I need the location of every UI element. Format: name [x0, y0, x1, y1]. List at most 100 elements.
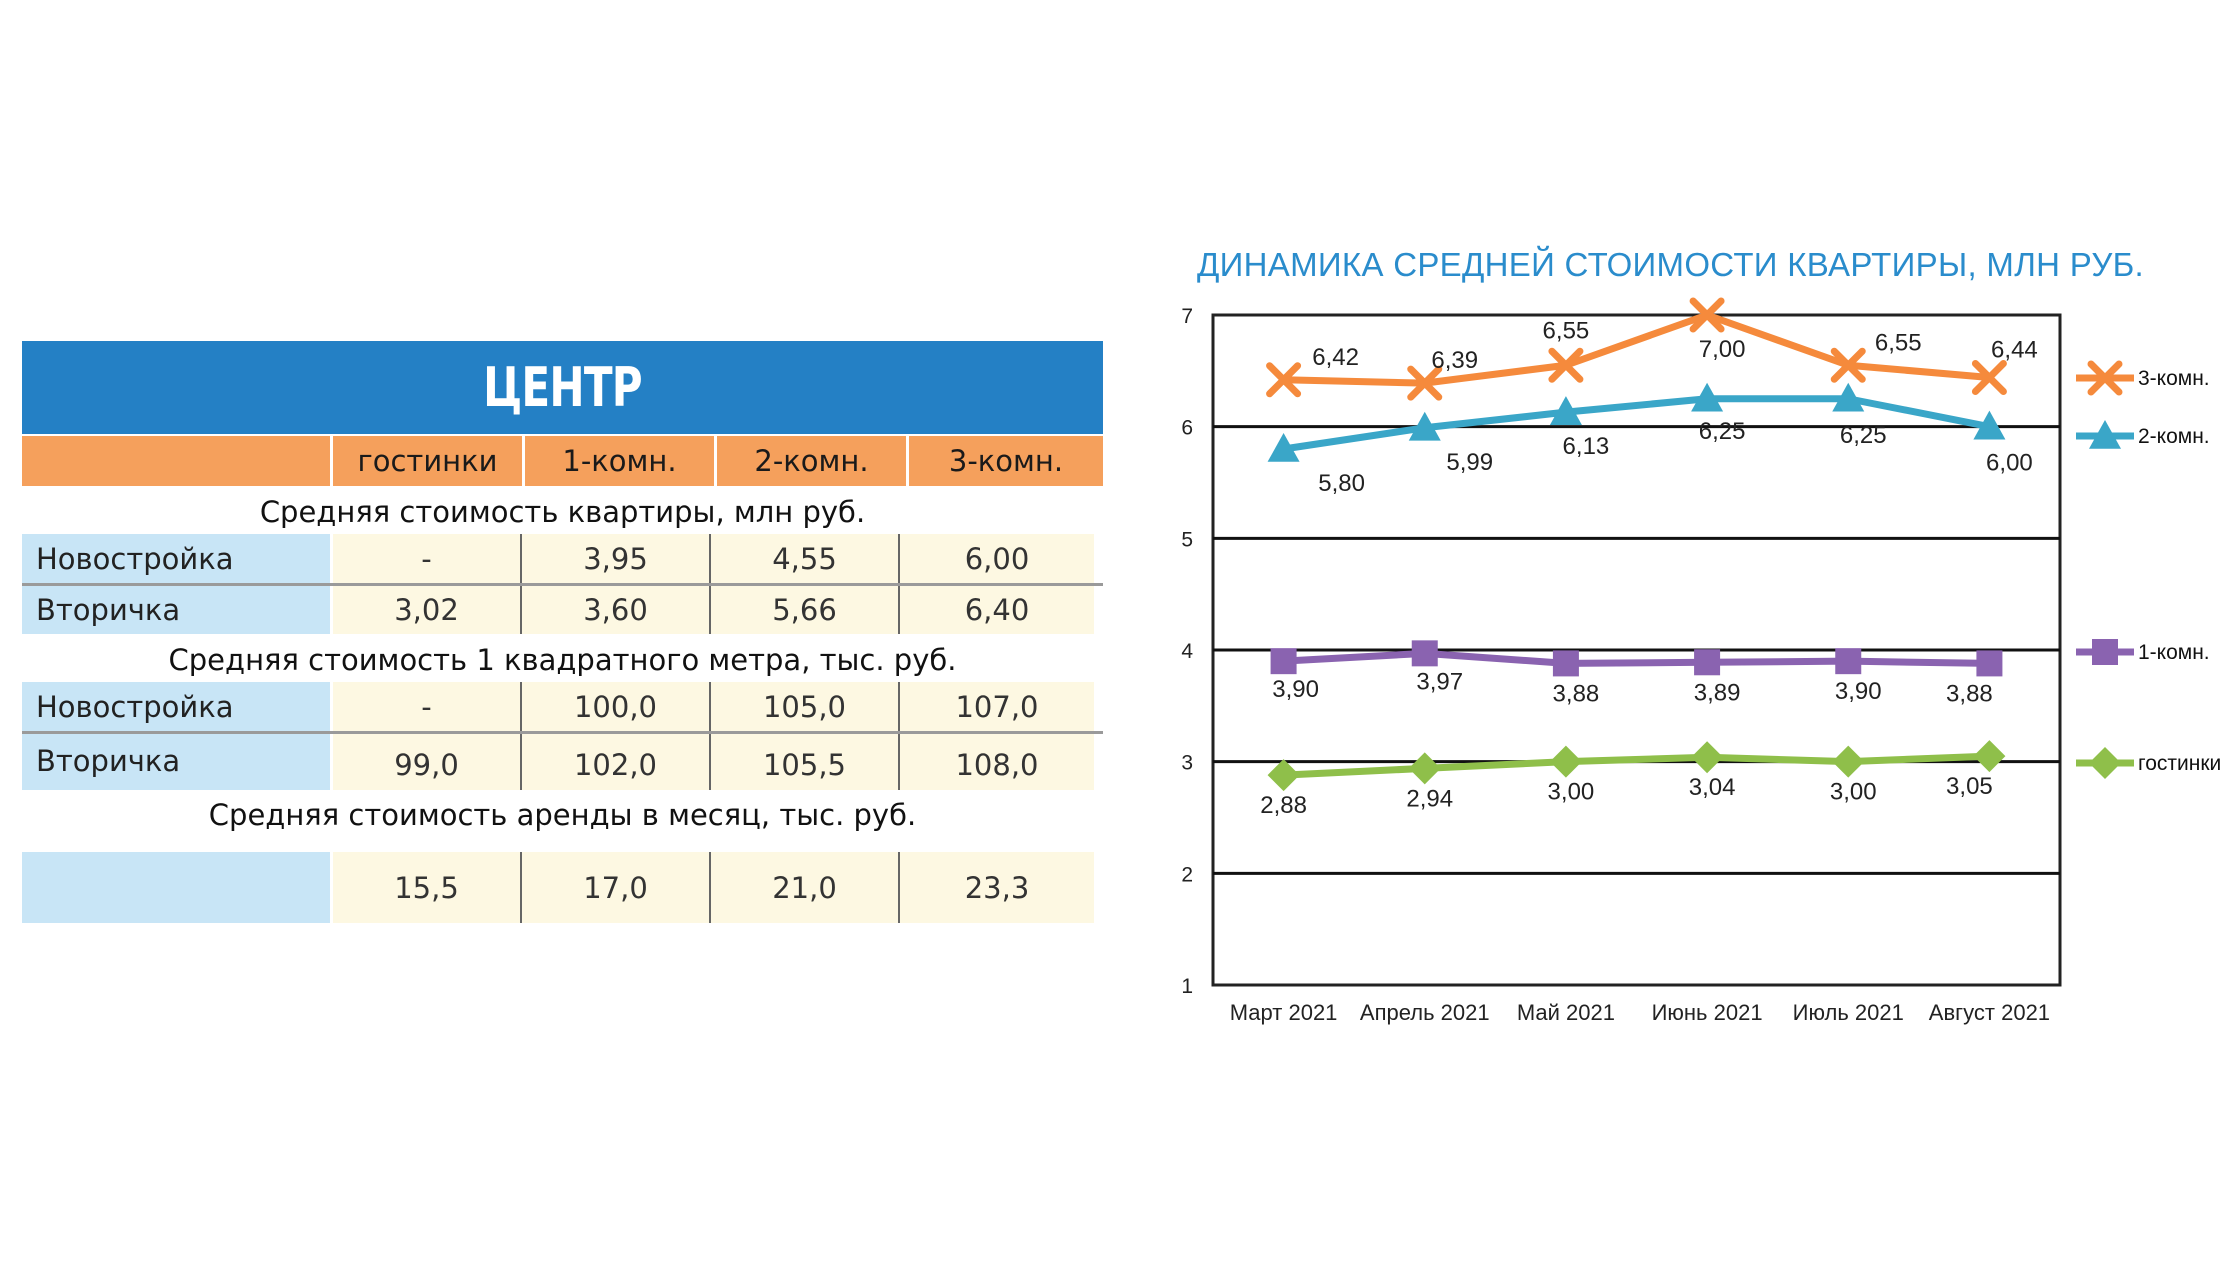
data-point-marker [1976, 650, 2003, 677]
data-point-marker [1267, 433, 1300, 462]
series-line-1 [1283, 311, 1990, 387]
legend-label: 1-комн. [2138, 641, 2210, 664]
data-label: 6,13 [1563, 433, 1610, 460]
data-point-marker [2092, 639, 2118, 665]
x-tick-label: Август 2021 [1929, 1000, 2050, 1025]
x-tick-label: Апрель 2021 [1360, 1000, 1490, 1025]
data-point-marker [1830, 347, 1866, 383]
data-label: 2,88 [1260, 792, 1307, 819]
data-label: 6,39 [1431, 347, 1478, 374]
data-point-marker [1552, 650, 1579, 677]
data-point-marker [1548, 347, 1584, 383]
data-point-marker [1694, 649, 1721, 676]
table-cell: 99,0 [333, 734, 522, 790]
table-cell: 105,5 [711, 734, 900, 790]
table-banner: ЦЕНТР [22, 341, 1103, 434]
table-cell: 23,3 [900, 852, 1094, 923]
header-cell-empty [22, 436, 330, 486]
banner-title: ЦЕНТР [140, 341, 985, 434]
table-cell: - [333, 534, 522, 583]
data-point-marker [1549, 396, 1582, 425]
chart-title: ДИНАМИКА СРЕДНЕЙ СТОИМОСТИ КВАРТИРЫ, МЛН… [1197, 246, 2145, 283]
table-cell: 4,55 [711, 534, 900, 583]
table-cell: 3,02 [333, 586, 522, 634]
table-cell: 100,0 [522, 682, 711, 731]
data-point-marker [1832, 382, 1865, 412]
data-point-marker [1973, 740, 2006, 773]
data-label: 6,55 [1543, 317, 1590, 344]
table-row: Вторичка 99,0 102,0 105,5 108,0 [22, 734, 1103, 790]
table-row: 15,5 17,0 21,0 23,3 [22, 852, 1103, 923]
series-line-2 [1283, 395, 1991, 453]
table-cell: 5,66 [711, 586, 900, 634]
y-tick-label: 7 [1181, 305, 1193, 328]
table-cell: 3,60 [522, 586, 711, 634]
data-point-marker [1270, 648, 1297, 675]
data-point-marker [1411, 640, 1438, 667]
y-tick-label: 2 [1181, 863, 1193, 886]
row-label: Новостройка [22, 682, 330, 731]
data-label: 6,55 [1875, 329, 1922, 356]
data-point-marker [2089, 420, 2121, 449]
data-label: 3,90 [1272, 676, 1319, 703]
data-label: 7,00 [1699, 336, 1746, 363]
table-row: Вторичка 3,02 3,60 5,66 6,40 [22, 586, 1103, 634]
data-label: 6,44 [1991, 337, 2038, 364]
header-cell-2room: 2-комн. [717, 436, 906, 486]
data-point-marker [1407, 365, 1443, 401]
legend-label: гостинки [2138, 752, 2221, 775]
table-cell: 15,5 [333, 852, 522, 923]
y-tick-label: 3 [1181, 752, 1193, 775]
data-point-marker [1689, 297, 1725, 333]
table-cell: 107,0 [900, 682, 1094, 731]
data-point-marker [1835, 648, 1862, 675]
row-label: Вторичка [22, 586, 330, 634]
table-cell: 21,0 [711, 852, 900, 923]
data-point-marker [2087, 360, 2123, 396]
table-cell: 105,0 [711, 682, 900, 731]
data-point-marker [1408, 752, 1441, 785]
data-label: 3,88 [1553, 680, 1600, 707]
series-line-4 [1283, 752, 1990, 779]
data-label: 6,00 [1986, 450, 2033, 477]
data-label: 6,25 [1840, 422, 1887, 449]
data-point-marker [1973, 410, 2006, 440]
data-label: 5,80 [1318, 470, 1365, 497]
table-header-row: гостинки 1-комн. 2-комн. 3-комн. [22, 436, 1103, 486]
y-tick-label: 6 [1181, 417, 1193, 440]
row-label [22, 852, 330, 923]
legend-label: 3-комн. [2138, 367, 2210, 390]
table-cell: 102,0 [522, 734, 711, 790]
data-point-marker [1691, 741, 1724, 774]
row-label: Новостройка [22, 534, 330, 583]
data-label: 6,25 [1699, 418, 1746, 445]
table-cell: 3,95 [522, 534, 711, 583]
data-label: 6,42 [1312, 344, 1359, 371]
table-cell: 17,0 [522, 852, 711, 923]
x-tick-label: Июль 2021 [1793, 1000, 1904, 1025]
header-cell-1room: 1-комн. [525, 436, 714, 486]
series-line-3 [1283, 649, 1990, 667]
data-point-marker [2089, 747, 2121, 779]
data-point-marker [1832, 745, 1865, 778]
legend-label: 2-комн. [2138, 425, 2210, 448]
data-label: 3,88 [1946, 680, 1993, 707]
data-label: 3,89 [1694, 679, 1741, 706]
data-label: 3,90 [1835, 678, 1882, 705]
data-label: 3,05 [1946, 773, 1993, 800]
header-cell-gostinki: гостинки [333, 436, 522, 486]
table-cell: 6,00 [900, 534, 1094, 583]
x-tick-label: Май 2021 [1517, 1000, 1615, 1025]
data-point-marker [1267, 759, 1300, 792]
price-table: ЦЕНТР гостинки 1-комн. 2-комн. 3-комн. С… [22, 341, 1103, 923]
table-cell: 108,0 [900, 734, 1094, 790]
data-label: 3,00 [1830, 779, 1877, 806]
data-point-marker [1691, 382, 1724, 412]
data-label: 3,04 [1689, 774, 1736, 801]
table-row: Новостройка - 100,0 105,0 107,0 [22, 682, 1103, 734]
data-label: 2,94 [1406, 785, 1453, 812]
data-point-marker [1971, 360, 2007, 396]
table-cell: - [333, 682, 522, 731]
table-cell: 6,40 [900, 586, 1094, 634]
